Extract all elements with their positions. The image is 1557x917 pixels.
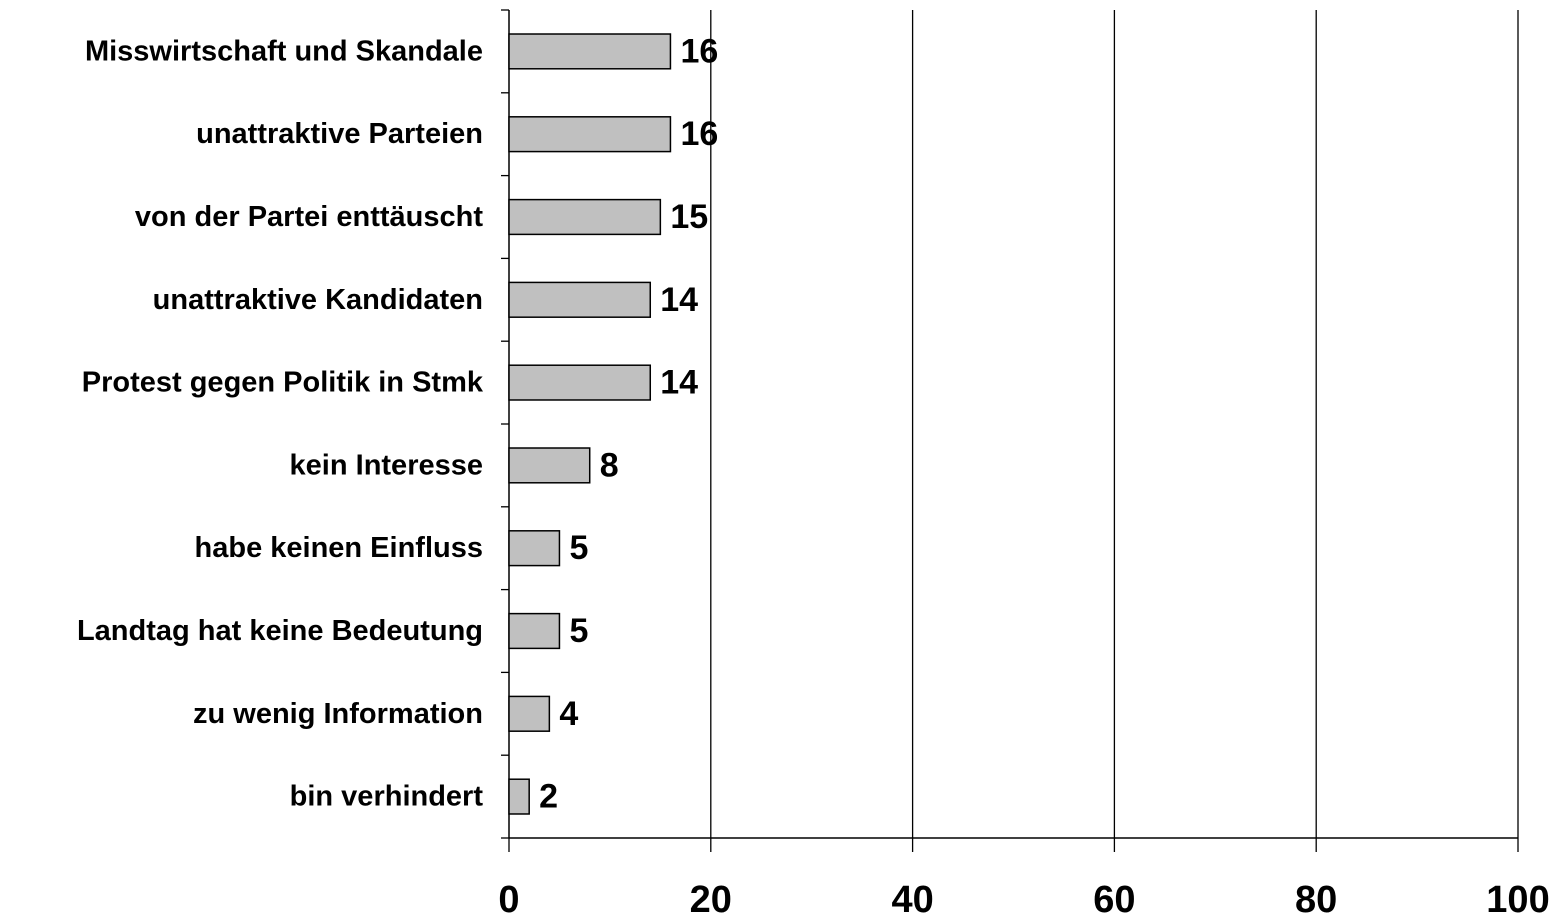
bar-7	[508, 530, 561, 567]
x-tick-label-60: 60	[1093, 879, 1135, 917]
category-label-9: zu wenig Information	[193, 698, 483, 730]
value-label-4: 14	[660, 281, 698, 319]
x-tick-label-40: 40	[891, 879, 933, 917]
category-label-5: Protest gegen Politik in Stmk	[82, 367, 484, 399]
value-label-7: 5	[569, 529, 588, 567]
category-label-3: von der Partei enttäuscht	[135, 201, 483, 233]
value-labels: 16 16 15 14 14 8 5 5 4 2	[539, 32, 718, 815]
bar-1	[508, 33, 672, 70]
value-label-9: 4	[559, 695, 578, 733]
category-label-10: bin verhindert	[290, 781, 484, 813]
value-label-2: 16	[680, 115, 718, 153]
bars	[508, 33, 672, 815]
category-label-8: Landtag hat keine Bedeutung	[77, 615, 483, 647]
value-label-6: 8	[600, 446, 619, 484]
x-tick-label-20: 20	[690, 879, 732, 917]
value-label-1: 16	[680, 32, 718, 70]
x-tick-label-100: 100	[1486, 879, 1549, 917]
bar-3	[508, 198, 662, 236]
value-label-3: 15	[670, 198, 708, 236]
category-label-7: habe keinen Einfluss	[195, 532, 483, 564]
bar-6	[508, 447, 591, 484]
bar-10	[508, 778, 530, 815]
bar-2	[508, 116, 672, 153]
bar-5	[508, 364, 652, 401]
bar-9	[508, 695, 551, 732]
category-label-1: Misswirtschaft und Skandale	[85, 35, 483, 67]
value-label-10: 2	[539, 778, 558, 816]
category-label-6: kein Interesse	[290, 449, 483, 481]
category-label-2: unattraktive Parteien	[196, 118, 483, 150]
category-label-4: unattraktive Kandidaten	[153, 284, 483, 316]
bar-4	[508, 281, 652, 318]
x-tick-label-80: 80	[1295, 879, 1337, 917]
value-label-8: 5	[569, 612, 588, 650]
x-tick-label-0: 0	[498, 879, 519, 917]
gridlines	[710, 10, 1519, 838]
x-tick-labels: 0 20 40 60 80 100	[498, 879, 1549, 917]
value-label-5: 14	[660, 364, 698, 402]
category-labels: Misswirtschaft und Skandale unattraktive …	[77, 35, 484, 812]
bar-8	[508, 612, 561, 650]
